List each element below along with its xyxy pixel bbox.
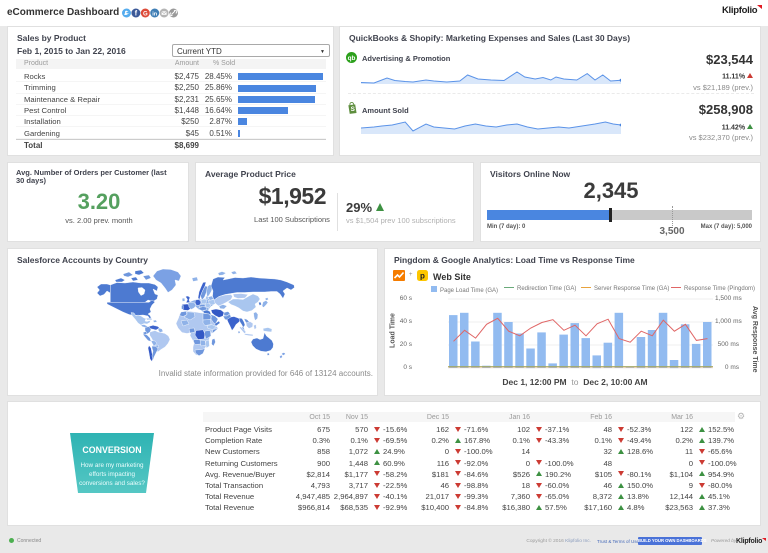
svg-text:G: G [143,11,148,17]
svg-text:qb: qb [348,55,356,62]
svg-text:conversions and sales?: conversions and sales? [79,480,145,487]
svg-text:efforts impacting: efforts impacting [89,471,136,478]
svg-text:CONVERSION: CONVERSION [82,445,141,455]
svg-text:How are my marketing: How are my marketing [81,462,144,469]
svg-text:p: p [420,272,425,281]
svg-text:S: S [350,106,354,113]
svg-text:in: in [152,11,158,17]
svg-text:f: f [135,10,138,17]
